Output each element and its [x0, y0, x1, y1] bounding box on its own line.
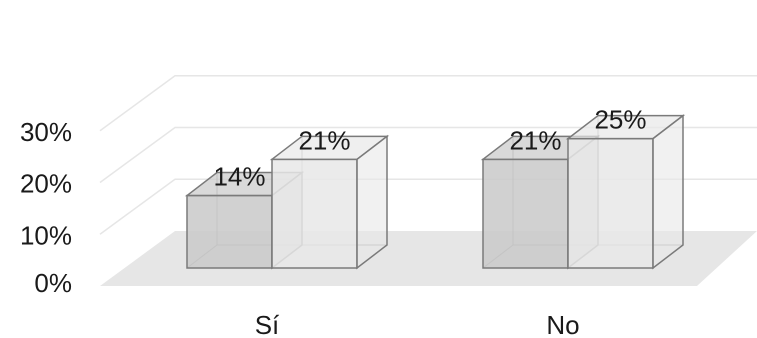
y-tick-label: 0%: [34, 268, 72, 298]
y-tick-label: 30%: [20, 117, 72, 147]
bar: [269, 134, 390, 270]
bar-front: [482, 158, 569, 269]
bar-front: [186, 194, 273, 269]
category-label: Sí: [255, 310, 280, 338]
data-label: 14%: [213, 162, 265, 192]
data-label: 21%: [509, 125, 561, 155]
bar-front: [271, 158, 358, 269]
y-tick-label: 10%: [20, 220, 72, 250]
y-axis-tick-labels: 0% 10% 20% 30%: [20, 117, 72, 298]
bars: [184, 114, 686, 270]
bar-side: [652, 114, 684, 270]
data-labels: 14% 21% 21% 25%: [213, 105, 646, 192]
data-label: 25%: [594, 105, 646, 135]
gridline: [99, 75, 757, 132]
y-tick-label: 20%: [20, 169, 72, 199]
bar-side: [356, 134, 388, 270]
bar: [565, 114, 686, 270]
x-axis-category-labels: Sí No: [255, 310, 580, 338]
gridline: [99, 126, 757, 184]
bar-front: [567, 137, 654, 269]
data-label: 21%: [298, 125, 350, 155]
category-label: No: [546, 310, 579, 338]
